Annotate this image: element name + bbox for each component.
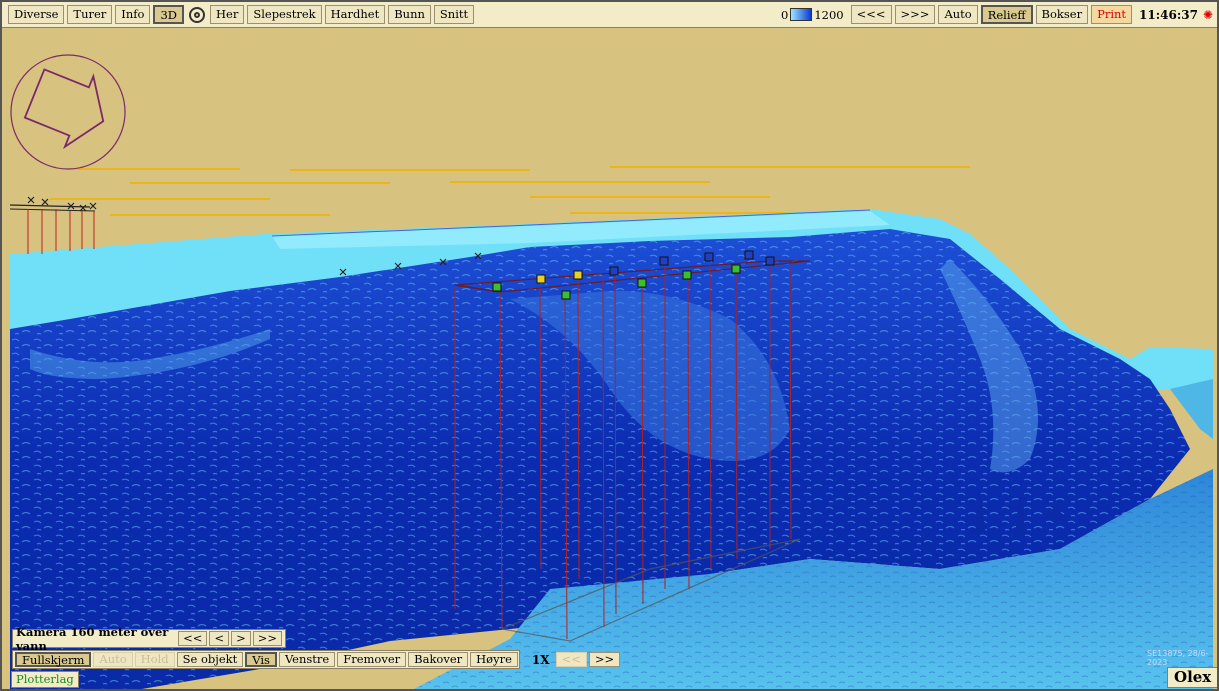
- fullscreen-button[interactable]: Fullskjerm: [15, 652, 92, 667]
- survey-volume: [454, 260, 811, 642]
- relieff-button[interactable]: Relieff: [980, 5, 1033, 24]
- 3d-terrain-view[interactable]: [10, 29, 1213, 689]
- plotter-layer-button[interactable]: Plotterlag: [11, 671, 79, 688]
- forward-button[interactable]: Fremover: [337, 652, 407, 667]
- track-markers: [271, 209, 871, 276]
- survey-markers[interactable]: [492, 250, 775, 300]
- clock: 11:46:37: [1139, 7, 1198, 22]
- camera-fast-forward-button[interactable]: >>: [252, 631, 282, 646]
- seabed-spires: [975, 484, 1070, 537]
- auto-button[interactable]: Auto: [938, 5, 978, 24]
- menu-turer[interactable]: Turer: [67, 5, 113, 24]
- compass-rose[interactable]: [10, 54, 126, 170]
- heading-arrow-icon: [23, 68, 105, 150]
- camera-panel: Kamera 160 meter over vann << < > >>: [12, 625, 286, 653]
- right-button[interactable]: Høyre: [470, 652, 518, 667]
- menu-diverse[interactable]: Diverse: [8, 5, 65, 24]
- sun-icon[interactable]: ✺: [1203, 7, 1214, 22]
- left-button[interactable]: Venstre: [278, 652, 336, 667]
- menu-3d[interactable]: 3D: [153, 5, 184, 24]
- navigation-panel: Fullskjerm Auto Hold Se objekt Vis Venst…: [12, 650, 621, 669]
- scale-prev-button[interactable]: <<<: [850, 5, 892, 24]
- faster-button[interactable]: >>: [588, 652, 621, 667]
- depth-scale[interactable]: 0 1200: [781, 8, 844, 22]
- vis-button[interactable]: Vis: [245, 652, 277, 667]
- speed-indicator: 1X: [531, 652, 550, 667]
- camera-fast-back-button[interactable]: <<: [178, 631, 208, 646]
- terrain-render: [10, 29, 1213, 689]
- menu-snitt[interactable]: Snitt: [433, 5, 475, 24]
- left-track-cluster: [10, 196, 97, 254]
- camera-back-button[interactable]: <: [209, 631, 230, 646]
- menu-her[interactable]: Her: [209, 5, 245, 24]
- auto-nav-button[interactable]: Auto: [93, 652, 133, 667]
- target-icon[interactable]: [188, 6, 205, 23]
- menu-info[interactable]: Info: [115, 5, 151, 24]
- depth-color-bar: [790, 8, 813, 21]
- menu-slepestrek[interactable]: Slepestrek: [247, 5, 322, 24]
- serial-text: SE13875, 28/6-2023: [1147, 649, 1209, 667]
- bokser-button[interactable]: Bokser: [1035, 5, 1089, 24]
- depth-scale-min: 0: [781, 7, 789, 22]
- menu-bunn[interactable]: Bunn: [388, 5, 431, 24]
- camera-height-label: Kamera 160 meter over vann: [16, 624, 169, 653]
- back-button[interactable]: Bakover: [408, 652, 469, 667]
- menu-hardhet[interactable]: Hardhet: [324, 5, 386, 24]
- top-toolbar: Diverse Turer Info 3D Her Slepestrek Har…: [2, 2, 1217, 28]
- depth-scale-max: 1200: [814, 7, 844, 22]
- print-button[interactable]: Print: [1091, 5, 1133, 24]
- olex-menu-button[interactable]: Olex: [1167, 667, 1217, 688]
- see-object-button[interactable]: Se objekt: [176, 652, 244, 667]
- hold-button[interactable]: Hold: [134, 652, 175, 667]
- camera-forward-button[interactable]: >: [231, 631, 251, 646]
- slower-button[interactable]: <<: [555, 652, 587, 667]
- scale-next-button[interactable]: >>>: [894, 5, 936, 24]
